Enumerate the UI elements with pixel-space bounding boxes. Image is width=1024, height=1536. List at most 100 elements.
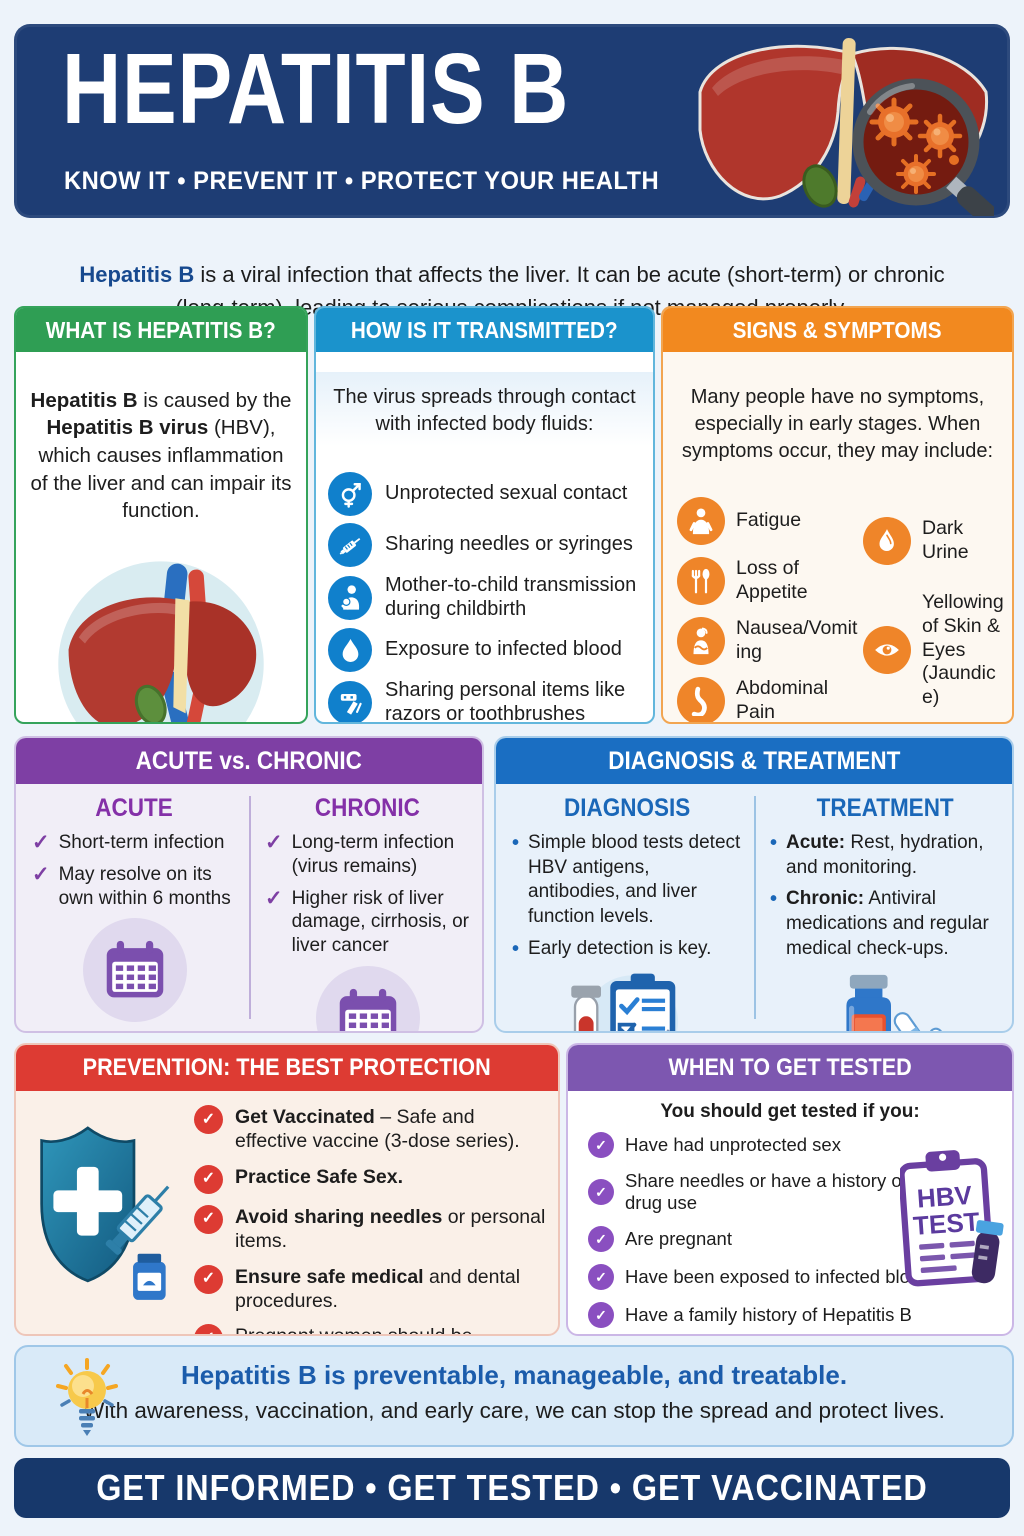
column-divider (249, 796, 251, 1019)
callout-text: With awareness, vaccination, and early c… (83, 1398, 945, 1423)
symptoms-left-column: Fatigue Loss of Appetite Nausea/Vomiting (677, 497, 859, 722)
card-symptoms-header: SIGNS & SYMPTOMS (663, 308, 1012, 352)
diagnosis-title: DIAGNOSIS (563, 794, 691, 822)
chronic-title: CHRONIC (314, 794, 420, 822)
chronic-calendar-art (265, 965, 470, 1031)
blood-drop-icon (328, 628, 372, 673)
lightbulb-icon (56, 1358, 118, 1436)
check-circle-icon: ✓ (194, 1164, 223, 1194)
panel-prevention: PREVENTION: THE BEST PROTECTION (14, 1043, 560, 1336)
testing-item: ✓ Have a family history of Hepatitis B (588, 1302, 940, 1328)
prevention-item: ✓ Avoid sharing needles or personal items… (194, 1204, 546, 1254)
panel-acute-vs-chronic: ACUTE vs. CHRONIC ACUTE ✓ Short-term infe… (14, 736, 484, 1033)
symptom-item: Abdominal Pain (677, 677, 859, 722)
treatment-item: • Acute: Rest, hydration, and monitoring. (770, 831, 1000, 880)
symptom-item: Yellowing of Skin & Eyes (Jaundice) (863, 591, 1006, 710)
card-transmission-header: HOW IS IT TRANSMITTED? (316, 308, 653, 352)
check-icon: ✓ (32, 862, 50, 886)
medication-icon (846, 975, 943, 1031)
symptom-item: Dark Urine (863, 517, 1006, 565)
prevention-item: ✓ Get Vaccinated – Safe and effective vac… (194, 1105, 546, 1154)
prevention-title: PREVENTION: THE BEST PROTECTION (82, 1054, 492, 1081)
transmission-intro: The virus spreads through contact with i… (316, 372, 653, 446)
symptoms-right-column: Dark Urine Yellowing of Skin & Eyes (Jau… (863, 497, 1006, 722)
check-circle-icon: ✓ (588, 1264, 614, 1290)
prevention-body: ✓ Get Vaccinated – Safe and effective vac… (16, 1091, 558, 1334)
check-icon: ✓ (265, 831, 283, 854)
acute-column: ACUTE ✓ Short-term infection ✓ May resolve… (16, 784, 249, 1031)
chronic-item: ✓ Long-term infection (virus remains) (265, 831, 455, 877)
prevention-header: PREVENTION: THE BEST PROTECTION (16, 1045, 558, 1091)
prevention-item: ✓Pregnant women should be screened to pr… (194, 1324, 546, 1334)
mother-child-icon (328, 575, 372, 620)
syringe-icon (105, 1185, 170, 1255)
diagnosis-column: DIAGNOSIS • Simple blood tests detect HBV… (496, 784, 754, 1031)
liver-illustration (16, 549, 306, 722)
card-what-is-hepatitis-b: WHAT IS HEPATITIS B? Hepatitis B is caus… (14, 306, 308, 724)
calendar-icon (339, 988, 396, 1031)
transmission-item: Unprotected sexual contact (328, 472, 641, 516)
card-transmission: HOW IS IT TRANSMITTED? The virus spreads… (314, 306, 655, 724)
footer-banner: GET INFORMED • GET TESTED • GET VACCINAT… (14, 1458, 1010, 1518)
card-symptoms-title: SIGNS & SYMPTOMS (733, 316, 942, 343)
symptoms-columns: Fatigue Loss of Appetite Nausea/Vomiting (663, 489, 1012, 722)
page-title: HEPATITIS B (62, 33, 570, 145)
transmission-list: Unprotected sexual contact Sharing needl… (316, 466, 653, 722)
transmission-item: Sharing personal items like razors or to… (328, 679, 641, 722)
testing-item: ✓ Are pregnant (588, 1226, 940, 1252)
what-body-text: Hepatitis B is caused by the Hepatitis B… (30, 388, 292, 523)
calendar-icon (106, 941, 163, 998)
header-tagline: KNOW IT • PREVENT IT • PROTECT YOUR HEAL… (64, 167, 660, 195)
transmission-item: Mother-to-child transmission during chil… (328, 574, 641, 621)
prevention-item: ✓ Ensure safe medical and dental procedur… (194, 1264, 546, 1314)
check-circle-icon: ✓ (588, 1226, 614, 1252)
medication-art (770, 968, 1000, 1031)
footer-text: GET INFORMED • GET TESTED • GET VACCINAT… (96, 1467, 928, 1508)
syringe-icon (328, 523, 372, 567)
bullet-icon: • (770, 832, 778, 854)
callout-banner: Hepatitis B is preventable, manageable, … (14, 1345, 1014, 1447)
prevention-art (16, 1091, 194, 1334)
testing-list: ✓ Have had unprotected sex ✓ Share needles… (568, 1132, 1012, 1328)
check-circle-icon: ✓ (194, 1324, 223, 1334)
what-bold-2: Hepatitis B virus (46, 416, 209, 440)
diagnosis-item: • Simple blood tests detect HBV antigens,… (512, 831, 742, 930)
acute-chronic-title: ACUTE vs. CHRONIC (135, 746, 363, 775)
symptom-item: Fatigue (677, 497, 859, 545)
testing-title: WHEN TO GET TESTED (668, 1054, 912, 1081)
symptom-item: Nausea/Vomiting (677, 617, 859, 665)
bullet-icon: • (512, 937, 520, 960)
card-what-title: WHAT IS HEPATITIS B? (45, 316, 276, 343)
card-symptoms: SIGNS & SYMPTOMS Many people have no sym… (661, 306, 1014, 724)
testing-item: ✓ Have had unprotected sex (588, 1132, 940, 1158)
test-label: TEST (912, 1206, 981, 1241)
jaundice-eye-icon (863, 626, 911, 675)
panel-diagnosis-treatment: DIAGNOSIS & TREATMENT DIAGNOSIS • Simple … (494, 736, 1014, 1033)
check-circle-icon: ✓ (588, 1179, 614, 1205)
bullet-icon: • (512, 832, 520, 854)
liver-magnifier-illustration (698, 38, 994, 216)
diagnosis-treatment-columns: DIAGNOSIS • Simple blood tests detect HBV… (496, 784, 1012, 1031)
treatment-column: TREATMENT • Acute: Rest, hydration, and m… (754, 784, 1012, 1031)
check-circle-icon: ✓ (588, 1302, 614, 1328)
liver-anatomy-icon (58, 561, 264, 722)
card-what-header: WHAT IS HEPATITIS B? (16, 308, 306, 352)
prevention-list: ✓ Get Vaccinated – Safe and effective vac… (194, 1091, 558, 1334)
transmission-item: Exposure to infected blood (328, 628, 641, 673)
check-circle-icon: ✓ (194, 1204, 223, 1234)
diagnosis-treatment-title: DIAGNOSIS & TREATMENT (607, 746, 901, 775)
header-banner: HEPATITIS B KNOW IT • PREVENT IT • PROTE… (14, 24, 1010, 218)
acute-item: ✓ Short-term infection (32, 831, 225, 854)
check-circle-icon: ✓ (194, 1105, 223, 1134)
column-divider (754, 796, 756, 1019)
callout-title: Hepatitis B is preventable, manageable, … (180, 1360, 848, 1390)
acute-chronic-columns: ACUTE ✓ Short-term infection ✓ May resolve… (16, 784, 482, 1031)
symptoms-intro: Many people have no symptoms, especially… (681, 386, 994, 462)
check-circle-icon: ✓ (194, 1264, 223, 1294)
razor-icon (328, 680, 372, 722)
blood-test-art (512, 968, 742, 1031)
magnifier-handle-icon (946, 176, 994, 216)
hbv-label: HBV (916, 1180, 974, 1214)
abdomen-icon (677, 677, 725, 722)
symptom-item: Loss of Appetite (677, 557, 859, 605)
